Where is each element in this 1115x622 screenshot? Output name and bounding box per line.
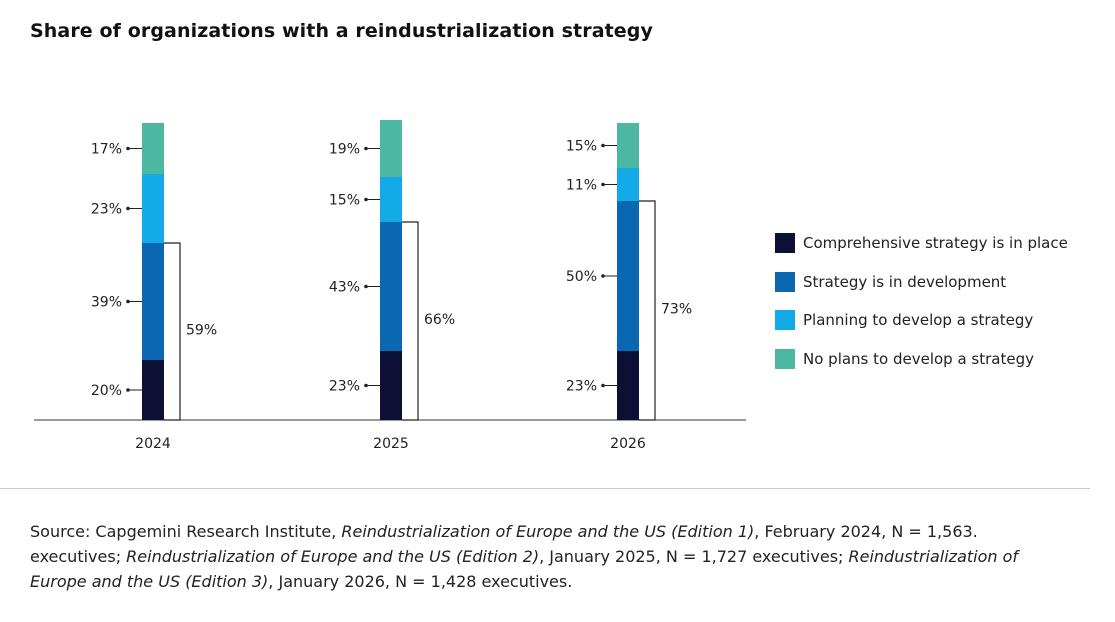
- legend: Comprehensive strategy is in place Strat…: [775, 224, 1068, 378]
- data-label: 11%: [566, 178, 597, 194]
- leader-dot: [364, 383, 368, 388]
- bar-segment-comprehensive: [142, 360, 164, 420]
- legend-item-comprehensive: Comprehensive strategy is in place: [775, 224, 1068, 263]
- source-mid-1: , February 2024, N = 1,563. executives;: [30, 522, 978, 566]
- leader-dot: [601, 274, 605, 278]
- bar-segment-no-plans: [142, 123, 164, 174]
- total-bracket: [639, 200, 656, 421]
- legend-item-planning: Planning to develop a strategy: [775, 301, 1068, 340]
- data-label: 17%: [91, 142, 122, 158]
- leader-dot: [364, 197, 368, 202]
- legend-swatch-development: [775, 271, 795, 292]
- legend-label: No plans to develop a strategy: [803, 349, 1034, 368]
- legend-item-development: Strategy is in development: [775, 263, 1068, 302]
- data-label: 23%: [566, 379, 597, 395]
- total-bracket: [402, 221, 419, 421]
- x-tick-label: 2026: [610, 436, 646, 452]
- legend-swatch-planning: [775, 310, 795, 331]
- legend-label: Planning to develop a strategy: [803, 311, 1034, 330]
- leader-dot: [601, 182, 605, 187]
- bar-segment-comprehensive: [617, 351, 639, 420]
- source-mid-2: , January 2025, N = 1,727 executives;: [539, 547, 849, 566]
- leader-dot: [126, 388, 130, 392]
- x-tick-label: 2025: [373, 436, 409, 452]
- data-label: 39%: [91, 295, 122, 311]
- bar-segment-no-plans: [617, 123, 639, 168]
- source-suffix: , January 2026, N = 1,428 executives.: [268, 572, 573, 591]
- bar-segment-planning: [142, 174, 164, 243]
- data-label: 50%: [566, 269, 597, 285]
- legend-label: Strategy is in development: [803, 272, 1007, 291]
- data-label: 43%: [329, 280, 360, 296]
- legend-item-no-plans: No plans to develop a strategy: [775, 340, 1068, 379]
- source-edition-2: Reindustrialization of Europe and the US…: [126, 547, 540, 566]
- leader-dot: [126, 299, 130, 304]
- source-edition-3: Reindustrialization of Europe and the US…: [30, 547, 1019, 591]
- source-edition-1: Reindustrialization of Europe and the US…: [341, 522, 755, 541]
- chart-title: Share of organizations with a reindustri…: [30, 20, 653, 42]
- data-label: 23%: [91, 202, 122, 218]
- data-label: 23%: [329, 379, 360, 395]
- data-label: 20%: [91, 383, 122, 399]
- bar-segment-development: [617, 201, 639, 351]
- legend-swatch-comprehensive: [775, 233, 795, 254]
- source-prefix: Source: Capgemini Research Institute,: [30, 522, 342, 541]
- leader-dot: [364, 146, 368, 151]
- legend-swatch-no-plans: [775, 348, 795, 369]
- x-tick-label: 2024: [135, 436, 171, 452]
- total-label: 73%: [661, 302, 692, 318]
- leader-dot: [126, 146, 130, 151]
- bar-segment-development: [142, 243, 164, 360]
- footer-divider: [0, 488, 1090, 489]
- leader-dot: [601, 383, 605, 388]
- data-label: 19%: [329, 142, 360, 158]
- data-label: 15%: [329, 193, 360, 209]
- leader-dot: [601, 143, 605, 148]
- legend-label: Comprehensive strategy is in place: [803, 234, 1068, 253]
- total-label: 59%: [186, 323, 217, 339]
- stacked-bar-chart: 20% 39% 23% 17% 59% 2024 23% 43% 15% 19% 66% 2025 23…: [34, 120, 746, 452]
- bar-segment-comprehensive: [380, 351, 402, 420]
- bar-segment-planning: [380, 177, 402, 222]
- bar-segment-development: [380, 222, 402, 351]
- data-label: 15%: [566, 139, 597, 155]
- leader-dot: [364, 284, 368, 289]
- leader-dot: [126, 206, 130, 211]
- source-note: Source: Capgemini Research Institute, Re…: [30, 519, 1070, 594]
- total-label: 66%: [424, 312, 455, 328]
- bar-segment-no-plans: [380, 120, 402, 177]
- bar-segment-planning: [617, 168, 639, 201]
- total-bracket: [164, 242, 181, 421]
- bar-groups: 20% 39% 23% 17% 59% 2024 23% 43% 15% 19% 66% 2025 23…: [91, 120, 692, 452]
